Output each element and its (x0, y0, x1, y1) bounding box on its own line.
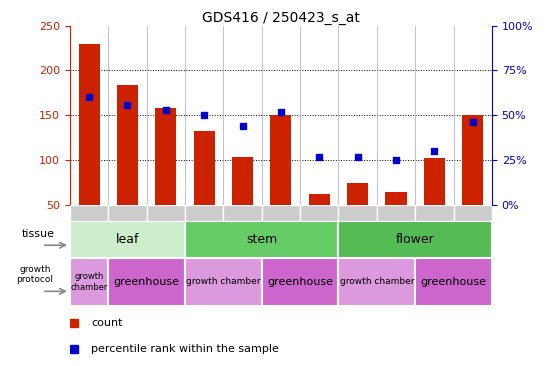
Bar (453, 205, 492, 221)
Bar (232, 157, 253, 205)
Text: greenhouse: greenhouse (420, 277, 486, 287)
Bar (108, 258, 185, 306)
Bar (262, 258, 338, 306)
Bar (70, 221, 185, 258)
Text: growth chamber: growth chamber (339, 277, 414, 286)
Bar (386, 193, 406, 205)
Bar (224, 205, 262, 221)
Bar (117, 85, 138, 205)
Bar (155, 108, 176, 205)
Text: growth
chamber: growth chamber (70, 272, 108, 292)
Bar (424, 158, 445, 205)
Bar (377, 205, 415, 221)
Bar (262, 205, 300, 221)
Bar (185, 221, 338, 258)
Bar (338, 205, 377, 221)
Bar (70, 258, 108, 306)
Text: tissue: tissue (22, 229, 55, 239)
Bar (70, 205, 108, 221)
Text: greenhouse: greenhouse (113, 277, 179, 287)
Bar (415, 258, 492, 306)
Bar (193, 131, 215, 205)
Bar (146, 205, 185, 221)
Text: growth protocol: growth protocol (16, 265, 54, 284)
Bar (271, 115, 291, 205)
Bar (347, 183, 368, 205)
Bar (185, 205, 224, 221)
Text: percentile rank within the sample: percentile rank within the sample (91, 344, 279, 354)
Text: count: count (91, 318, 122, 328)
Bar (309, 194, 330, 205)
Title: GDS416 / 250423_s_at: GDS416 / 250423_s_at (202, 11, 360, 25)
Text: stem: stem (246, 233, 277, 246)
Bar (300, 205, 338, 221)
Bar (338, 258, 415, 306)
Text: growth chamber: growth chamber (186, 277, 260, 286)
Bar (415, 205, 453, 221)
Bar (338, 221, 492, 258)
Bar (108, 205, 146, 221)
Bar (78, 44, 100, 205)
Text: leaf: leaf (116, 233, 139, 246)
Text: greenhouse: greenhouse (267, 277, 333, 287)
Bar (462, 115, 484, 205)
Bar (185, 258, 262, 306)
Text: flower: flower (396, 233, 434, 246)
